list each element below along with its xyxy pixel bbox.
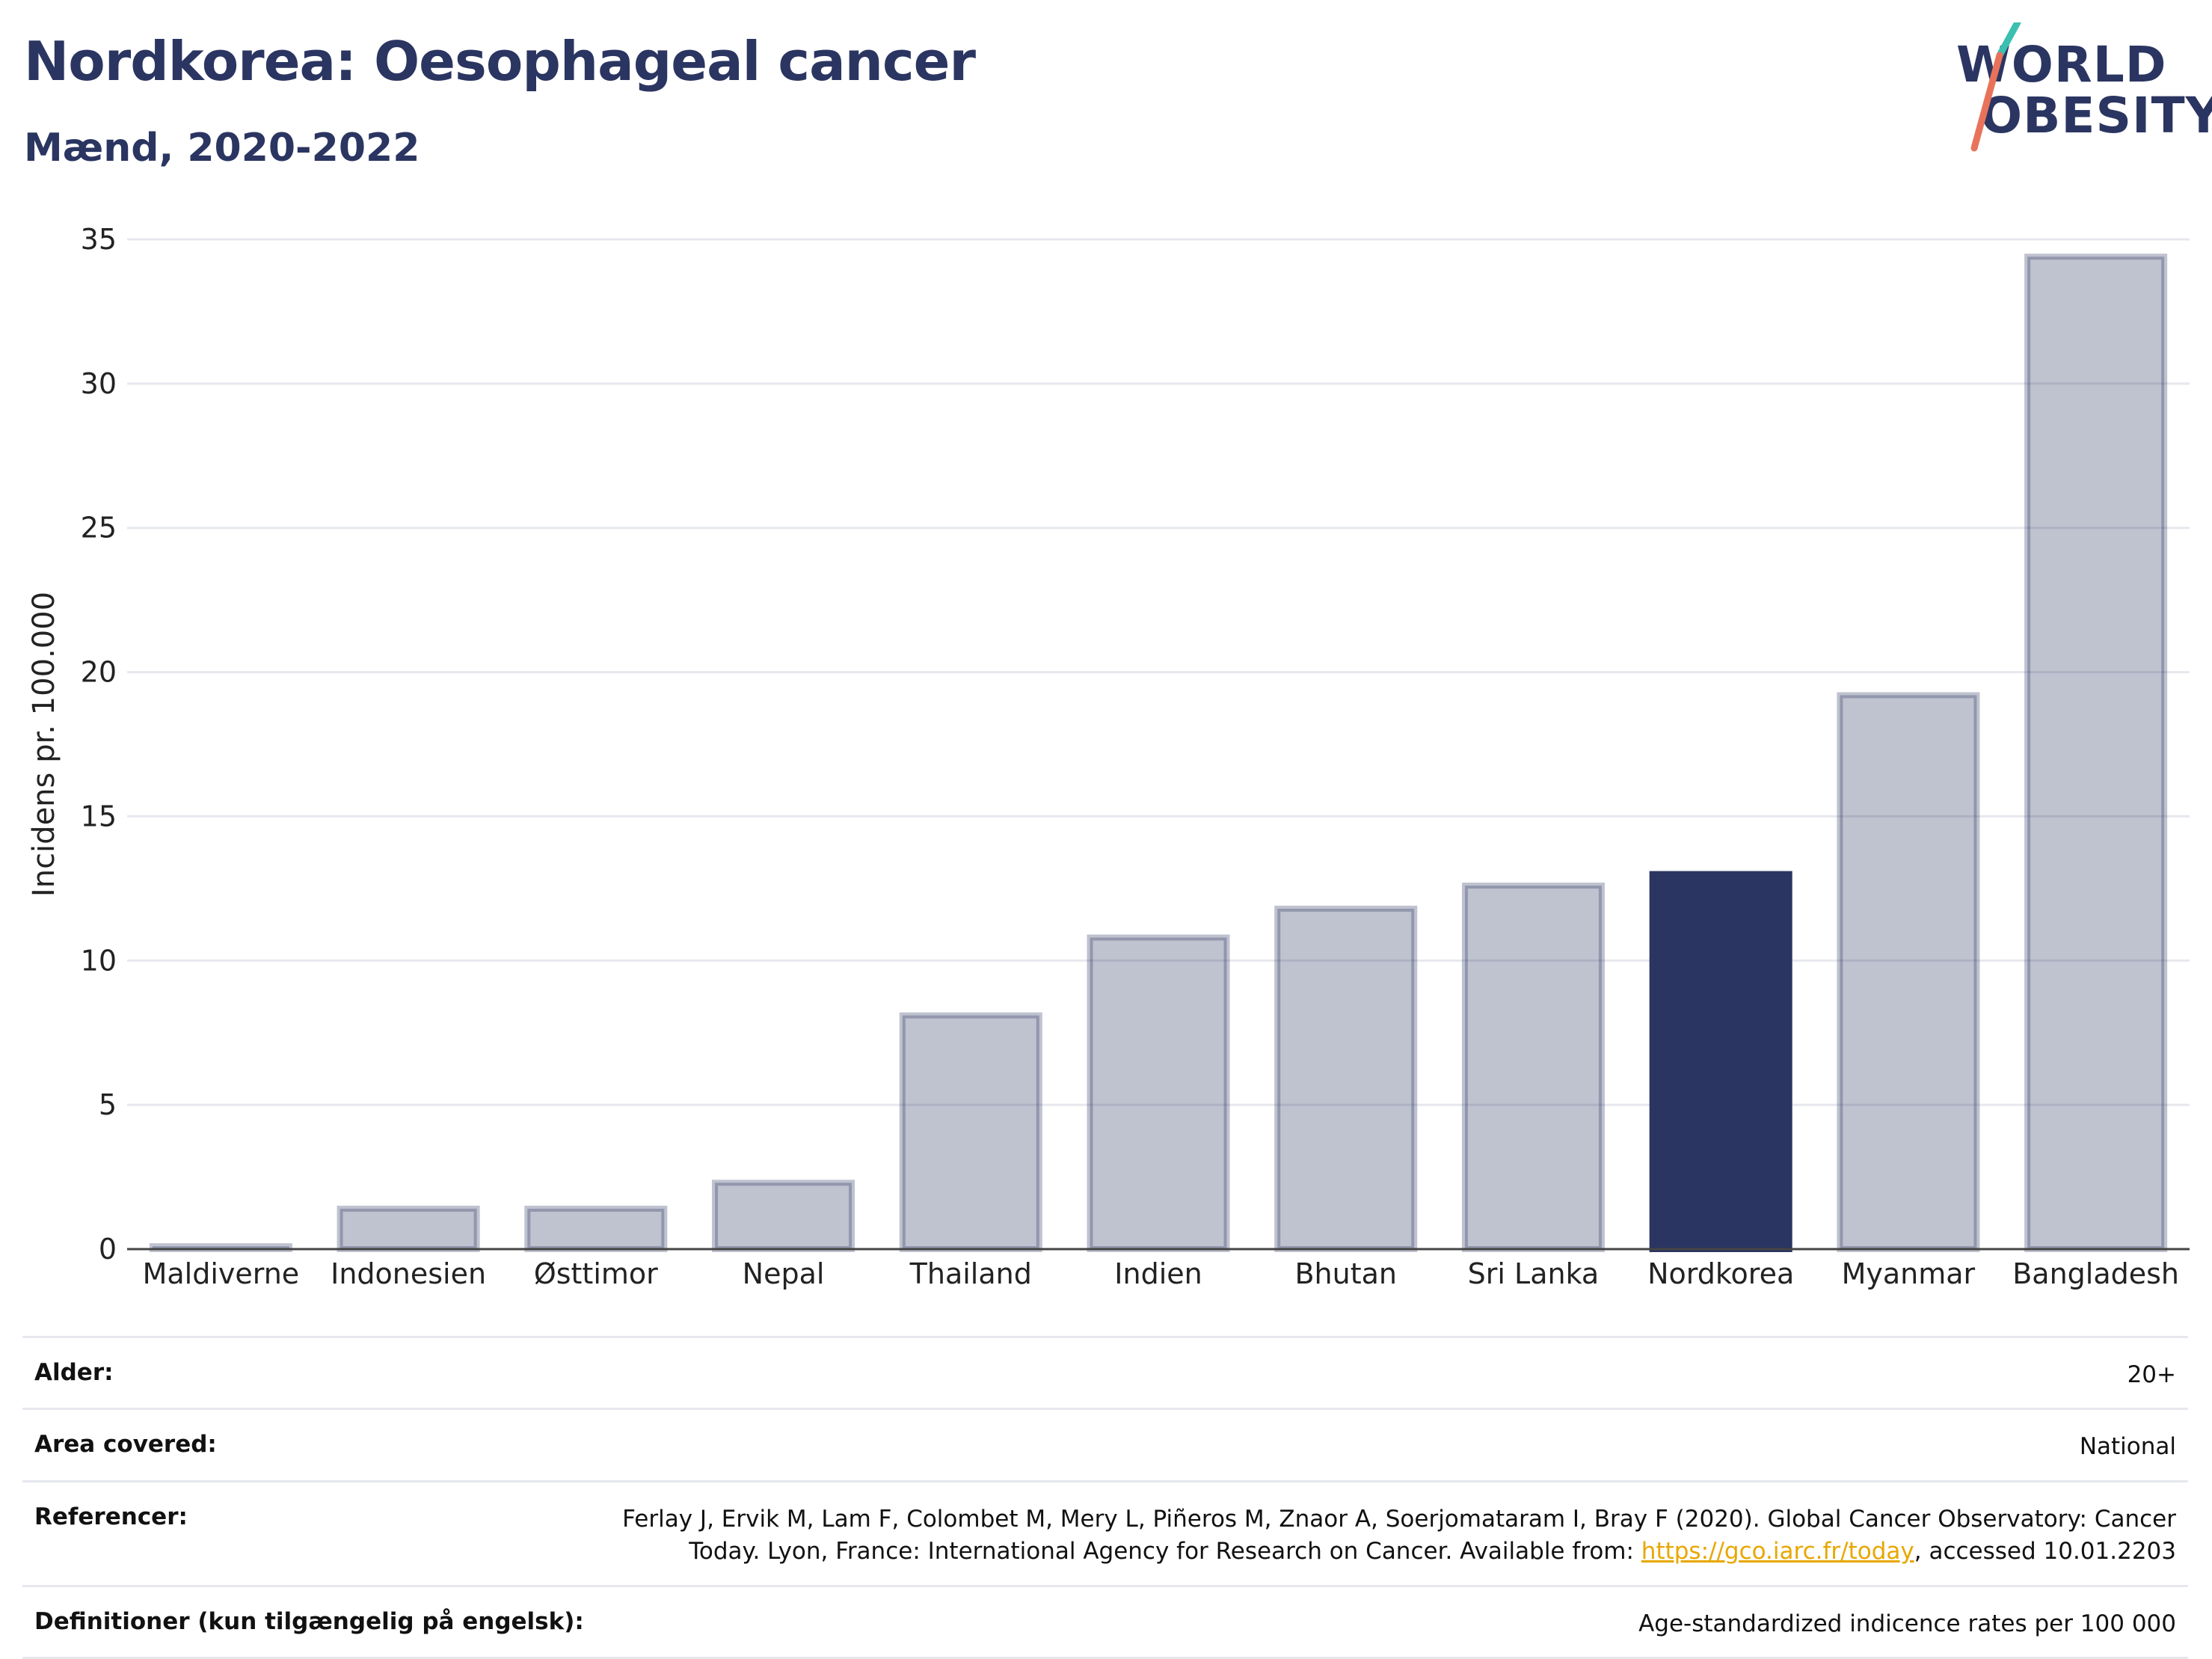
bar-sri-lanka: [1461, 883, 1605, 1252]
bar-nepal: [712, 1180, 855, 1253]
meta-row-references: Referencer: Ferlay J, Ervik M, Lam F, Co…: [22, 1479, 2188, 1585]
x-tick-label: Bhutan: [1294, 1257, 1397, 1290]
y-tick-label: 35: [81, 223, 117, 256]
bar-chart: 0 5 10 15 20 25 30 35 Maldiverne Indonesien Østti…: [27, 223, 2190, 1290]
x-tick-label: Myanmar: [1842, 1257, 1976, 1290]
chart-title: Nordkorea: Oesophageal cancer: [24, 30, 976, 93]
bar-thailand: [899, 1012, 1042, 1252]
logo-slash-icon: [1970, 22, 2021, 152]
y-tick-labels: 0 5 10 15 20 25 30 35: [81, 223, 117, 1266]
reference-link[interactable]: https://gco.iarc.fr/today: [1641, 1538, 1914, 1566]
y-tick-label: 10: [81, 944, 117, 977]
bar-bhutan: [1274, 905, 1418, 1252]
y-tick-label: 0: [99, 1233, 117, 1266]
references-label: Referencer:: [34, 1503, 188, 1530]
x-tick-label: Indonesien: [331, 1257, 486, 1290]
age-value: 20+: [2127, 1361, 2176, 1388]
meta-row-area: Area covered: National: [22, 1408, 2188, 1479]
x-tick-label: Bangladesh: [2012, 1257, 2179, 1290]
area-value: National: [2079, 1433, 2176, 1461]
x-tick-label: Indien: [1114, 1257, 1202, 1290]
bar-østtimor: [524, 1206, 668, 1252]
chart-subtitle: Mænd, 2020-2022: [24, 126, 420, 171]
x-tick-label: Nepal: [743, 1257, 825, 1290]
references-value: Ferlay J, Ervik M, Lam F, Colombet M, Me…: [621, 1503, 2176, 1568]
bar-bangladesh: [2024, 254, 2168, 1253]
reference-accessed: , accessed 10.01.2203: [1914, 1538, 2176, 1566]
x-tick-labels: Maldiverne Indonesien Østtimor Nepal Thailan…: [143, 1257, 2179, 1290]
grid-lines: [127, 238, 2190, 1106]
y-tick-label: 25: [81, 512, 117, 545]
definitions-label: Definitioner (kun tilgængelig på engelsk…: [34, 1607, 584, 1635]
metadata-table: Alder: 20+ Area covered: National Refere…: [22, 1336, 2188, 1659]
bar-indonesien: [337, 1206, 480, 1252]
area-label: Area covered:: [34, 1431, 217, 1459]
x-tick-label: Sri Lanka: [1468, 1257, 1600, 1290]
y-tick-label: 5: [99, 1088, 117, 1121]
y-tick-label: 20: [81, 656, 117, 689]
meta-row-definitions: Definitioner (kun tilgængelig på engelsk…: [22, 1584, 2188, 1659]
y-tick-label: 15: [81, 800, 117, 832]
bar-nordkorea: [1649, 871, 1792, 1252]
logo-word-2: OBESITY: [1980, 87, 2212, 144]
x-tick-label: Østtimor: [534, 1257, 658, 1290]
x-tick-label: Maldiverne: [143, 1257, 300, 1290]
age-label: Alder:: [34, 1359, 114, 1386]
y-axis-title: Incidens pr. 100.000: [27, 592, 61, 897]
bar-indien: [1087, 934, 1230, 1253]
meta-row-age: Alder: 20+: [22, 1336, 2188, 1408]
bar-myanmar: [1837, 692, 1980, 1252]
bars: [149, 254, 2168, 1253]
y-tick-label: 30: [81, 367, 117, 400]
world-obesity-logo: WORLD OBESITY: [1952, 22, 2212, 157]
definitions-value: Age-standardized indicence rates per 100…: [1638, 1610, 2176, 1637]
reference-text: Ferlay J, Ervik M, Lam F, Colombet M, Me…: [622, 1505, 2176, 1566]
x-tick-label: Thailand: [909, 1257, 1032, 1290]
x-tick-label: Nordkorea: [1647, 1257, 1794, 1290]
